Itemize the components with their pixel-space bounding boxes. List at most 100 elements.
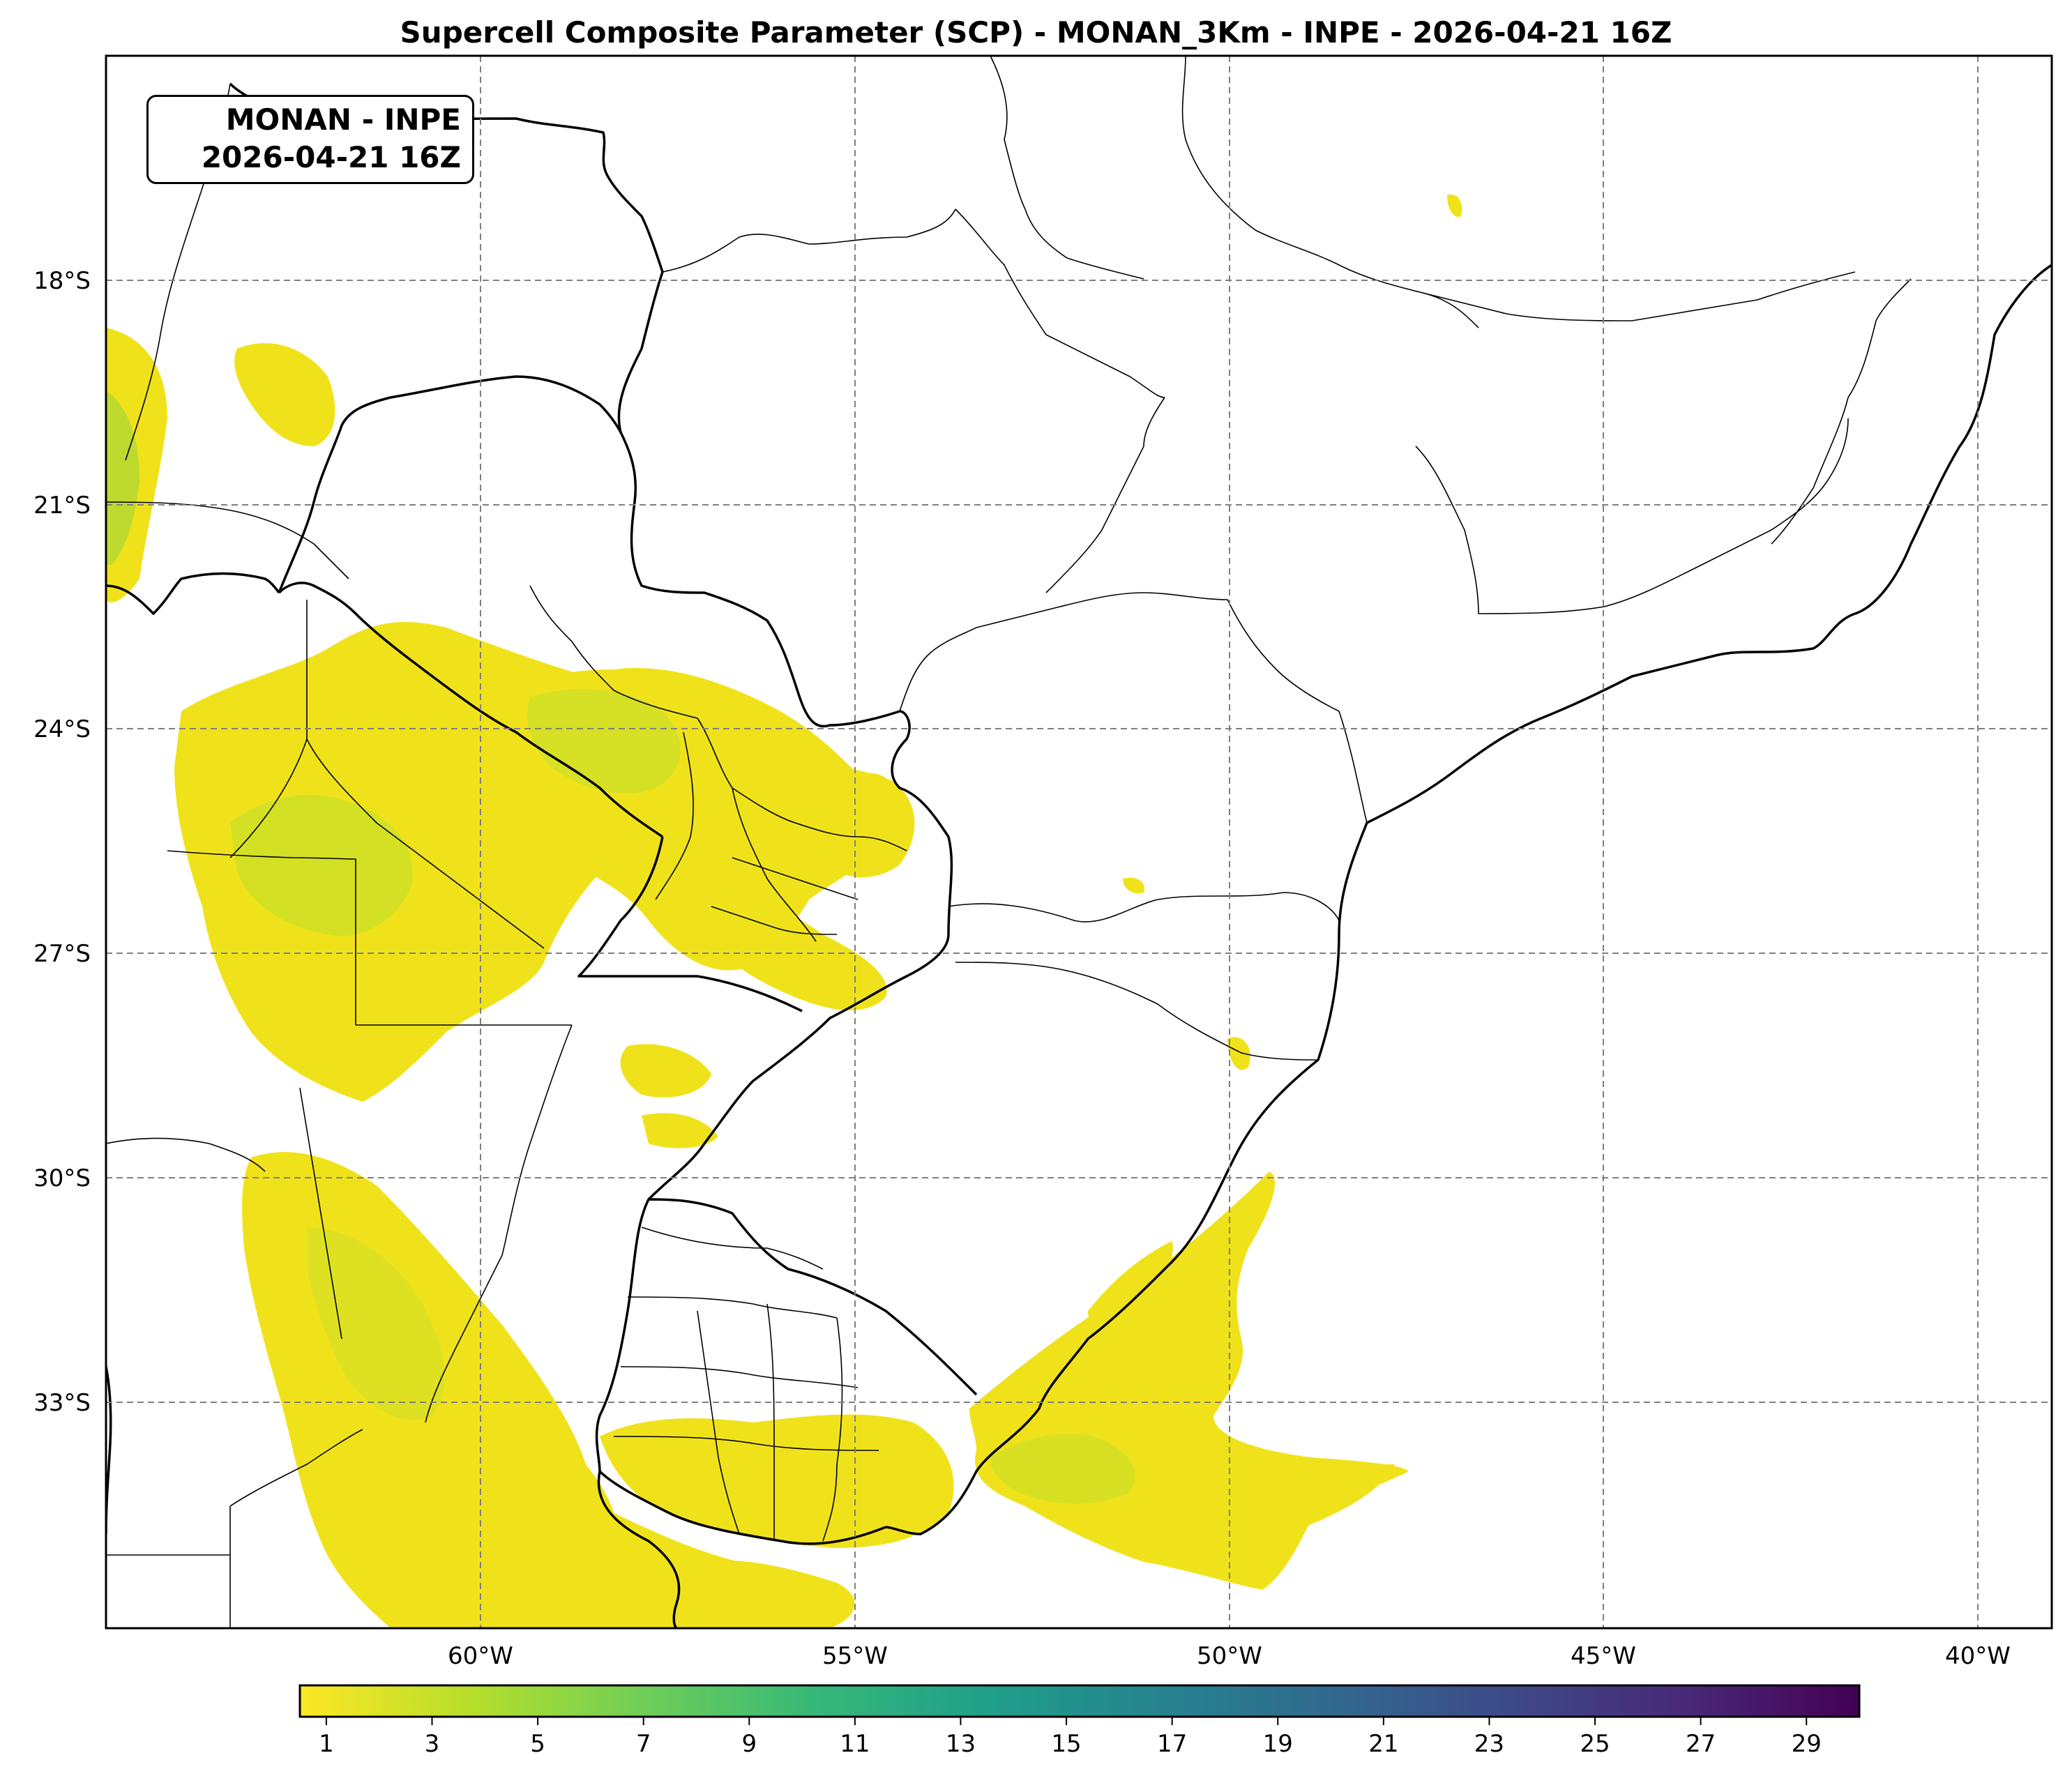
colorbar-tick-label: 21 [1368,1730,1398,1758]
prov-uruguay-5 [697,1310,740,1535]
lon-label: 40°W [1945,1642,2011,1670]
border-argentina-paraguay-south [577,836,803,1012]
stamp-line-date: 2026-04-21 16Z [201,140,461,174]
prov-argentina-5 [425,1254,503,1423]
scp-region-northeast-speck [1447,195,1462,217]
lon-label: 45°W [1571,1642,1636,1670]
scp-region-paraguay-core [527,689,681,794]
lat-labels: 18°S 21°S 24°S 27°S 30°S 33°S [33,267,91,1417]
dept-paraguay-5 [794,822,907,851]
colorbar-tick-label: 1 [319,1730,334,1758]
scp-field [106,195,1462,1628]
colorbar-tick-label: 19 [1263,1730,1293,1758]
colorbar-tick-label: 29 [1792,1730,1822,1758]
model-stamp: MONAN - INPE 2026-04-21 16Z [146,95,474,184]
scp-region-plata [676,1560,855,1628]
border-paraguay-bolivia [278,375,622,593]
colorbar-tick-label: 3 [425,1730,440,1758]
scp-region-corrientes [697,888,887,1010]
scp-region-uruguay [600,1414,954,1548]
prov-argentina-8 [106,1137,266,1172]
scp-region-ocean-plume-core [990,1434,1135,1504]
colorbar-tick-label: 17 [1157,1730,1187,1758]
colorbar-tick-label: 11 [840,1730,870,1758]
lat-label: 33°S [33,1389,91,1417]
lat-label: 24°S [33,715,91,743]
country-borders [106,82,2052,1628]
scp-region-pampas [384,1459,755,1628]
state-border-pr-sc [948,892,1340,923]
colorbar-tick-label: 5 [530,1730,545,1758]
lat-label: 18°S [33,267,91,295]
scp-region-misiones [780,766,915,878]
scp-region-chaco-core [230,795,413,936]
dept-paraguay-1 [529,585,698,719]
border-bolivia-chile [106,572,280,615]
dept-paraguay-3 [655,731,694,900]
stamp-line-model: MONAN - INPE [225,103,461,137]
colorbar-tick-label: 15 [1051,1730,1081,1758]
state-border-ba-mg [1181,56,1479,328]
prov-uruguay-1 [641,1227,824,1270]
border-paraguay-argentina [278,582,663,838]
coastline-brazil [885,264,2052,1535]
colorbar-tick-label: 13 [946,1730,976,1758]
colorbar-tick-label: 7 [636,1730,651,1758]
state-border-mg-sp [1045,397,1165,593]
state-border-ms-sp [899,592,1368,824]
lon-label: 55°W [822,1642,888,1670]
state-border-bolivia-dept [106,501,349,579]
border-brazil-uruguay [595,1198,978,1472]
scp-region-rs-west [642,1113,718,1148]
border-brazil-argentina [647,710,953,1201]
colorbar: 1 3 5 7 9 11 13 15 17 19 21 23 25 27 29 [298,1684,1861,1758]
coastline-uruguay-plata [597,1470,886,1628]
state-border-goias-mg [955,208,1165,398]
colorbar-bar [298,1684,1861,1718]
prov-uruguay-3 [620,1366,859,1388]
lat-label: 21°S [33,492,91,519]
prov-uruguay-6 [766,1303,775,1541]
lon-label: 60°W [448,1642,513,1670]
state-border-ms-mt [662,208,956,273]
state-border-go-ba [990,56,1144,280]
border-paraguay-brazil [617,271,900,728]
dept-paraguay-6 [732,857,859,900]
colorbar-tick-label: 9 [741,1730,757,1758]
dept-paraguay-4 [732,787,817,942]
colorbar-tick-label: 25 [1580,1730,1610,1758]
map-area [106,56,2052,1628]
prov-argentina-9 [229,1429,363,1507]
colorbar-ticks: 1 3 5 7 9 11 13 15 17 19 21 23 25 27 29 [319,1717,1822,1758]
dept-paraguay-7 [711,906,838,935]
state-border-sc-rs [955,962,1319,1061]
prov-argentina-7 [299,1087,342,1340]
prov-uruguay-7 [822,1317,843,1542]
state-border-mg-es [1771,278,1912,545]
lat-label: 27°S [33,940,91,968]
prov-uruguay-2 [627,1296,838,1319]
scp-region-parana-speck [1123,877,1144,894]
lat-label: 30°S [33,1164,91,1192]
scp-region-entre-rios [620,1044,711,1098]
prov-argentina-6 [306,738,545,949]
scp-region-ocean-east [1255,1464,1395,1527]
scp-region-marajo-speck [1227,1037,1250,1070]
scp-region-north-strip-core [106,390,139,565]
scp-region-south-brazil-strip [1088,1241,1173,1331]
lon-labels: 60°W 55°W 50°W 45°W 40°W [448,1642,2011,1670]
state-border-mg-north [1422,271,1856,321]
lon-label: 50°W [1197,1642,1262,1670]
scp-region-southwest-core [307,1227,445,1420]
colorbar-tick-label: 23 [1474,1730,1504,1758]
map-frame [105,54,2053,1630]
prov-argentina-4 [501,1024,573,1256]
state-border-mg-rj [1415,418,1849,614]
state-borders [106,56,1912,1628]
scp-region-ocean-plume [969,1171,1409,1590]
graticule [106,56,2052,1628]
scp-region-north-blob [234,343,335,446]
prov-argentina-2 [167,850,356,1025]
map-title: Supercell Composite Parameter (SCP) - MO… [400,15,1672,50]
